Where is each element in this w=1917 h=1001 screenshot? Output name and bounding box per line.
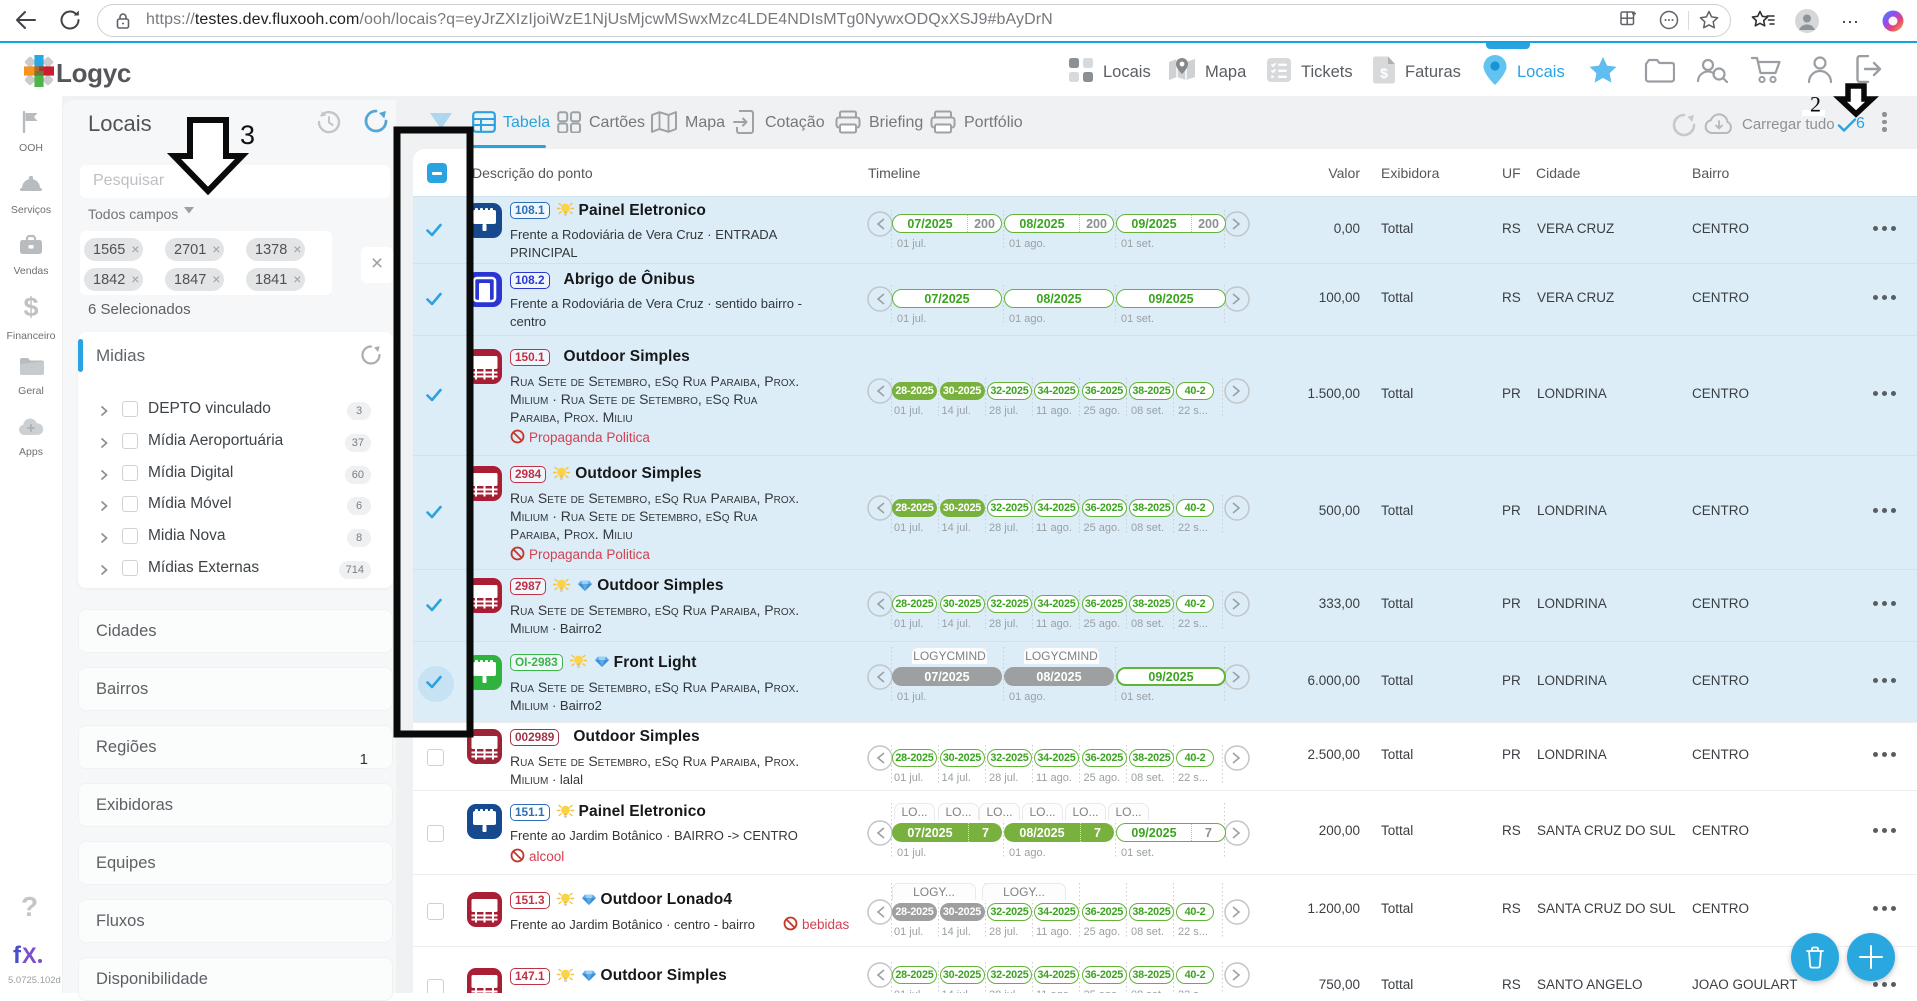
svg-text:f: f bbox=[13, 942, 22, 969]
svg-text:$: $ bbox=[23, 292, 38, 322]
svg-text:$: $ bbox=[1380, 65, 1388, 81]
svg-text:X: X bbox=[22, 943, 37, 968]
